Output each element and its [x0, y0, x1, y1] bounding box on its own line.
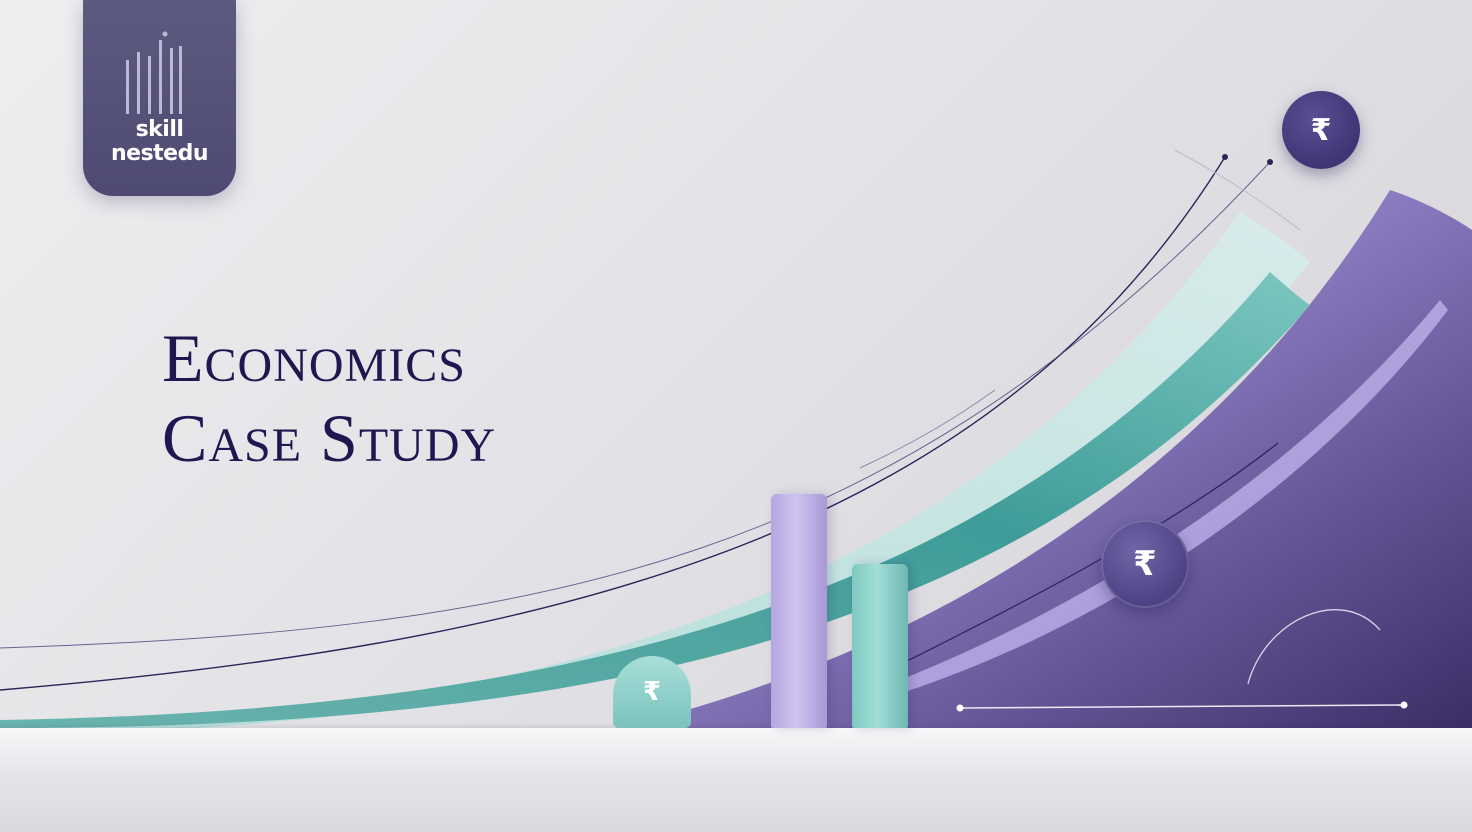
bar-lavender — [771, 494, 827, 728]
trend-line-1-dot — [1222, 154, 1228, 160]
trend-line-3 — [859, 389, 996, 469]
brand-logo: skill nestedu — [83, 0, 236, 196]
rupee-icon: ₹ — [1282, 91, 1360, 169]
logo-text-line2: nestedu — [110, 141, 209, 166]
title-line2: Case Study — [162, 400, 497, 476]
logo-text-line1: skill — [135, 117, 184, 142]
signal-bars-icon — [126, 31, 182, 114]
title-line1: Economics — [162, 320, 466, 396]
trend-line-2-dot — [1267, 159, 1273, 165]
trend-line-5 — [1174, 149, 1301, 231]
rupee-icon: ₹ — [1101, 520, 1189, 608]
baseline-dot-right — [1400, 701, 1408, 709]
bar-teal — [852, 564, 908, 728]
rupee-symbol-middle: ₹ — [1133, 544, 1157, 584]
trend-line-2 — [0, 161, 1271, 649]
floor-surface — [0, 728, 1472, 832]
arc-line — [1247, 609, 1381, 685]
rupee-symbol-small: ₹ — [642, 677, 662, 707]
teal-wave — [0, 272, 1310, 728]
rupee-symbol-top: ₹ — [1310, 112, 1332, 148]
trend-line-1 — [0, 156, 1226, 691]
rupee-icon: ₹ — [613, 656, 691, 728]
page-title: Economics Case Study — [162, 318, 496, 478]
baseline-dot-left — [956, 704, 964, 712]
baseline-line — [959, 704, 1405, 709]
purple-wave — [620, 190, 1472, 728]
